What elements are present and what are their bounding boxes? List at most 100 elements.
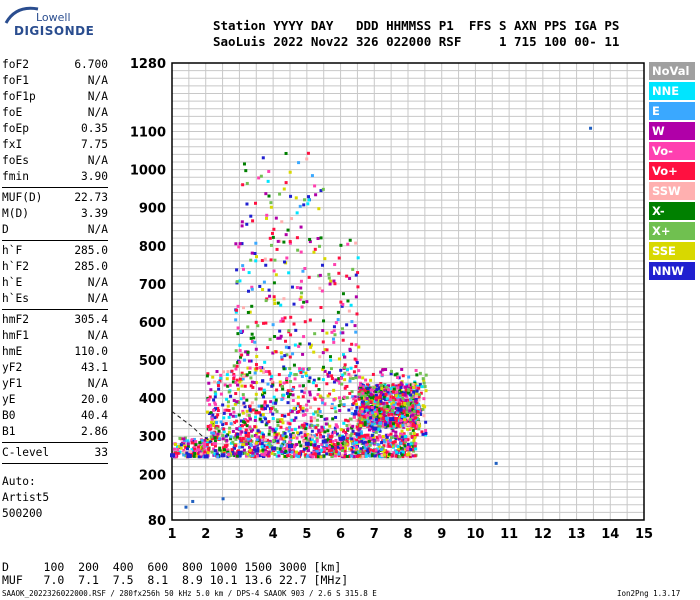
echo-point	[308, 453, 312, 457]
echo-point	[385, 386, 389, 390]
echo-point	[290, 217, 294, 221]
echo-point	[387, 406, 391, 410]
echo-point	[261, 379, 265, 383]
echo-point	[254, 259, 258, 263]
echo-point	[261, 156, 265, 160]
echo-point	[285, 391, 289, 395]
echo-point	[307, 195, 311, 199]
echo-point	[286, 454, 290, 458]
echo-point	[260, 452, 264, 456]
echo-point	[350, 320, 354, 324]
echo-point	[318, 286, 322, 290]
echo-point	[399, 386, 403, 390]
echo-point	[217, 387, 221, 391]
echo-point	[378, 424, 382, 428]
echo-point	[361, 411, 365, 415]
echo-point	[360, 439, 364, 443]
echo-point	[244, 454, 248, 458]
echo-point	[206, 446, 210, 450]
echo-point	[313, 443, 317, 447]
echo-point	[362, 436, 366, 440]
echo-point	[366, 420, 370, 424]
echo-point	[334, 452, 338, 456]
echo-point	[260, 431, 264, 435]
echo-point	[193, 444, 197, 448]
param-label: B0	[2, 409, 16, 422]
echo-point	[250, 304, 254, 308]
echo-point	[424, 429, 428, 433]
echo-point	[322, 454, 326, 458]
echo-point	[383, 384, 387, 388]
echo-point	[282, 436, 286, 440]
echo-point	[346, 427, 350, 431]
echo-point	[337, 256, 341, 260]
echo-point	[385, 406, 389, 410]
echo-point	[224, 434, 228, 438]
echo-point	[356, 271, 360, 275]
echo-point	[358, 449, 362, 453]
isolated-echo-point	[494, 461, 498, 465]
echo-point	[299, 225, 303, 229]
echo-point	[418, 424, 422, 428]
echo-point	[361, 449, 365, 453]
echo-point	[266, 346, 270, 350]
echo-point	[417, 402, 421, 406]
echo-point	[337, 377, 341, 381]
echo-point	[325, 331, 329, 335]
echo-point	[399, 446, 403, 450]
echo-point	[423, 385, 427, 389]
echo-point	[274, 427, 278, 431]
echo-point	[370, 453, 374, 457]
echo-point	[372, 389, 376, 393]
echo-point	[409, 423, 413, 427]
echo-point	[316, 423, 320, 427]
echo-point	[207, 397, 211, 401]
echo-point	[242, 420, 246, 424]
echo-point	[285, 447, 289, 451]
param-separator	[2, 187, 108, 188]
echo-point	[348, 347, 352, 351]
echo-point	[403, 401, 407, 405]
echo-point	[213, 452, 217, 456]
echo-point	[278, 437, 282, 441]
echo-point	[241, 329, 245, 333]
echo-point	[289, 435, 293, 439]
echo-point	[366, 450, 370, 454]
echo-point	[247, 437, 251, 441]
muf-row: MUF 7.0 7.1 7.5 8.1 8.9 10.1 13.6 22.7 […	[2, 573, 349, 587]
echo-point	[210, 442, 214, 446]
echo-point	[398, 392, 402, 396]
echo-point	[238, 242, 242, 246]
echo-point	[247, 414, 251, 418]
echo-point	[265, 213, 269, 217]
echo-point	[226, 384, 230, 388]
echo-point	[210, 437, 214, 441]
echo-point	[358, 411, 362, 415]
echo-point	[409, 393, 413, 397]
echo-point	[380, 407, 384, 411]
echo-point	[414, 368, 418, 372]
x-tick-label: 9	[437, 527, 446, 542]
echo-point	[225, 377, 229, 381]
echo-point	[323, 369, 327, 373]
echo-point	[360, 408, 364, 412]
echo-point	[370, 419, 374, 423]
echo-point	[272, 227, 276, 231]
echo-point	[354, 449, 358, 453]
echo-point	[409, 432, 413, 436]
echo-point	[255, 432, 259, 436]
echo-point	[208, 403, 212, 407]
echo-point	[201, 449, 205, 453]
echo-point	[292, 418, 296, 422]
echo-point	[266, 382, 270, 386]
echo-point	[336, 445, 340, 449]
echo-point	[328, 440, 332, 444]
echo-point	[355, 454, 359, 458]
echo-point	[418, 383, 422, 387]
echo-point	[369, 408, 373, 412]
echo-point	[339, 243, 343, 247]
echo-point	[308, 434, 312, 438]
echo-point	[366, 410, 370, 414]
echo-point	[403, 420, 407, 424]
echo-point	[297, 440, 301, 444]
